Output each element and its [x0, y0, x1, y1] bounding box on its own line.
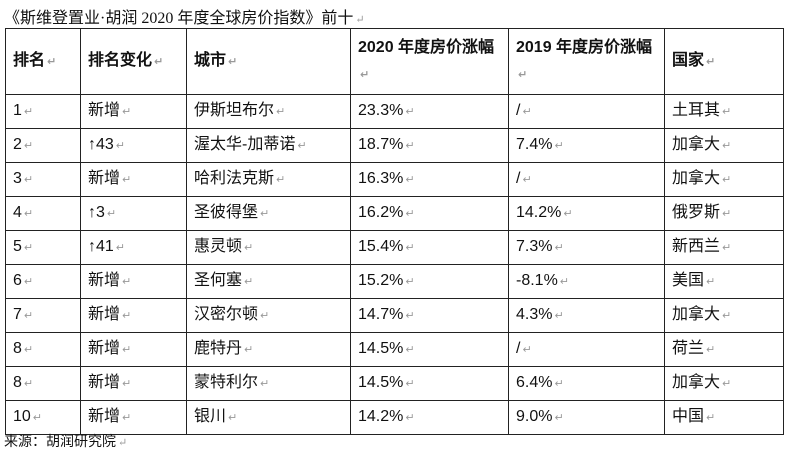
table-cell: 银川	[186, 400, 351, 435]
table-cell: 美国	[664, 264, 784, 299]
document-title: 《斯维登置业·胡润 2020 年度全球房价指数》前十	[4, 4, 365, 28]
table-cell: 圣彼得堡	[186, 196, 351, 231]
table-row: 10新增银川14.2%9.0%中国	[5, 400, 784, 435]
table-row: 4↑3圣彼得堡16.2%14.2%俄罗斯	[5, 196, 784, 231]
table-cell: 18.7%	[350, 128, 509, 163]
table-cell: 3	[5, 162, 81, 197]
table-cell: 汉密尔顿	[186, 298, 351, 333]
table-cell: /	[508, 162, 665, 197]
table-row: 8新增鹿特丹14.5%/荷兰	[5, 332, 784, 367]
table-cell: 新增	[80, 366, 187, 401]
table-cell: 俄罗斯	[664, 196, 784, 231]
table-cell: 10	[5, 400, 81, 435]
table-cell: 14.7%	[350, 298, 509, 333]
table-row: 2↑43渥太华-加蒂诺18.7%7.4%加拿大	[5, 128, 784, 163]
table-cell: 8	[5, 332, 81, 367]
table-cell: 14.5%	[350, 332, 509, 367]
table-cell: 惠灵顿	[186, 230, 351, 265]
table-cell: 新增	[80, 400, 187, 435]
table-row: 7新增汉密尔顿14.7%4.3%加拿大	[5, 298, 784, 333]
table-row: 3新增哈利法克斯16.3%/加拿大	[5, 162, 784, 197]
table-cell: 新增	[80, 332, 187, 367]
table-cell: 伊斯坦布尔	[186, 94, 351, 129]
table-cell: 7.4%	[508, 128, 665, 163]
header-cell: 排名变化	[80, 28, 187, 95]
table-cell: 加拿大	[664, 298, 784, 333]
table-cell: 加拿大	[664, 128, 784, 163]
header-cell: 国家	[664, 28, 784, 95]
header-cell: 城市	[186, 28, 351, 95]
table-cell: 5	[5, 230, 81, 265]
table-cell: 23.3%	[350, 94, 509, 129]
table-cell: 4	[5, 196, 81, 231]
table-cell: ↑3	[80, 196, 187, 231]
table-cell: 15.4%	[350, 230, 509, 265]
table-cell: 新西兰	[664, 230, 784, 265]
table-cell: -8.1%	[508, 264, 665, 299]
table-cell: 15.2%	[350, 264, 509, 299]
table-row: 8新增蒙特利尔14.5%6.4%加拿大	[5, 366, 784, 401]
table-cell: 蒙特利尔	[186, 366, 351, 401]
header-cell: 排名	[5, 28, 81, 95]
source-note: 来源：胡润研究院	[4, 431, 127, 451]
table-cell: 加拿大	[664, 162, 784, 197]
table-cell: 7	[5, 298, 81, 333]
table-cell: 新增	[80, 298, 187, 333]
table-cell: 荷兰	[664, 332, 784, 367]
table-cell: /	[508, 332, 665, 367]
table-cell: 1	[5, 94, 81, 129]
table-cell: 哈利法克斯	[186, 162, 351, 197]
table-cell: 新增	[80, 162, 187, 197]
table-cell: 9.0%	[508, 400, 665, 435]
table-cell: 16.3%	[350, 162, 509, 197]
header-row: 排名排名变化城市2020 年度房价涨幅2019 年度房价涨幅国家	[5, 28, 784, 95]
table-row: 5↑41惠灵顿15.4%7.3%新西兰	[5, 230, 784, 265]
table-cell: 加拿大	[664, 366, 784, 401]
table-cell: 16.2%	[350, 196, 509, 231]
table-row: 1新增伊斯坦布尔23.3%/土耳其	[5, 94, 784, 129]
table-row: 6新增圣何塞15.2%-8.1%美国	[5, 264, 784, 299]
table-cell: 2	[5, 128, 81, 163]
table-cell: 8	[5, 366, 81, 401]
table-cell: 圣何塞	[186, 264, 351, 299]
table-cell: 7.3%	[508, 230, 665, 265]
table-cell: 6	[5, 264, 81, 299]
header-cell: 2019 年度房价涨幅	[508, 28, 665, 95]
table-cell: 渥太华-加蒂诺	[186, 128, 351, 163]
ranking-table: 排名排名变化城市2020 年度房价涨幅2019 年度房价涨幅国家1新增伊斯坦布尔…	[5, 28, 784, 435]
table-cell: ↑41	[80, 230, 187, 265]
table-cell: 14.2%	[350, 400, 509, 435]
table-cell: 中国	[664, 400, 784, 435]
table-cell: 14.5%	[350, 366, 509, 401]
table-cell: 土耳其	[664, 94, 784, 129]
table-cell: 鹿特丹	[186, 332, 351, 367]
table-cell: ↑43	[80, 128, 187, 163]
table-cell: /	[508, 94, 665, 129]
table-cell: 新增	[80, 264, 187, 299]
header-cell: 2020 年度房价涨幅	[350, 28, 509, 95]
table-cell: 新增	[80, 94, 187, 129]
table-cell: 4.3%	[508, 298, 665, 333]
table-cell: 6.4%	[508, 366, 665, 401]
table-cell: 14.2%	[508, 196, 665, 231]
